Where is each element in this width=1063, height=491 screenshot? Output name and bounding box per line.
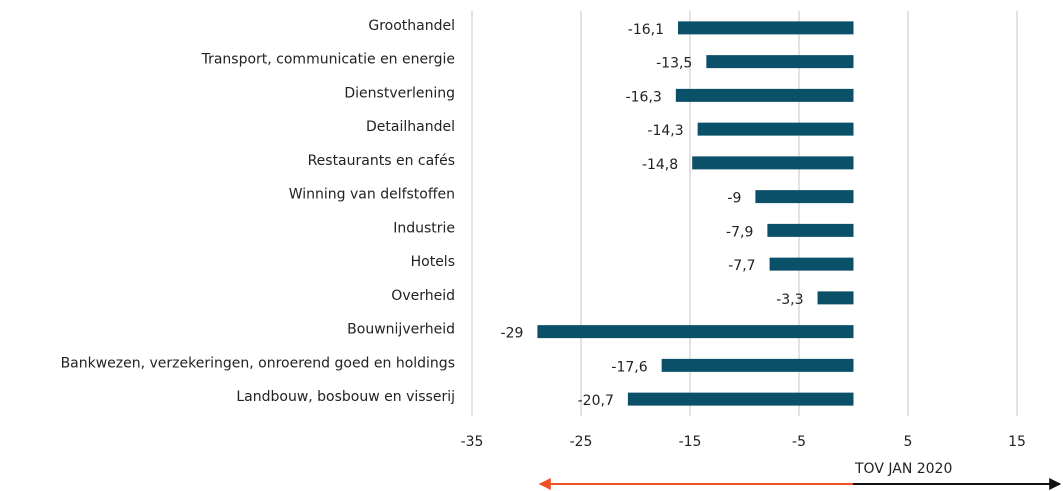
y-tick-label: Transport, communicatie en energie — [201, 52, 455, 68]
bar — [692, 156, 854, 170]
data-label: -14,3 — [647, 123, 683, 139]
bar — [675, 88, 854, 102]
bar — [817, 291, 854, 305]
y-tick-label: Winning van delfstoffen — [289, 187, 455, 203]
y-tick-label: Landbouw, bosbouw en visserij — [236, 389, 455, 405]
x-tick-label: 5 — [904, 434, 913, 450]
data-label: -16,1 — [628, 22, 664, 38]
data-label: -7,9 — [726, 224, 753, 240]
data-label: -3,3 — [776, 292, 803, 308]
bar — [767, 223, 854, 237]
data-label: -14,8 — [642, 157, 678, 173]
x-tick-label: -25 — [570, 434, 593, 450]
y-tick-label: Bouwnijverheid — [347, 322, 455, 338]
bar — [706, 55, 854, 69]
data-label: -9 — [727, 191, 741, 207]
data-label: -13,5 — [656, 56, 692, 72]
annotation: TOV JAN 2020 — [854, 461, 952, 477]
x-tick-label: -15 — [679, 434, 702, 450]
y-tick-label: Dienstverlening — [344, 85, 455, 101]
bar — [661, 358, 854, 372]
y-tick-label: Groothandel — [368, 18, 455, 34]
bar — [769, 257, 854, 271]
bar — [697, 122, 854, 136]
y-tick-label: Restaurants en cafés — [308, 153, 455, 169]
y-tick-label: Overheid — [391, 288, 455, 304]
y-tick-label: Detailhandel — [366, 119, 455, 135]
bar — [537, 325, 854, 339]
y-tick-label: Industrie — [393, 220, 455, 236]
bar — [755, 190, 854, 204]
data-label: -17,6 — [611, 359, 647, 375]
data-label: -7,7 — [728, 258, 755, 274]
x-tick-label: -5 — [792, 434, 806, 450]
data-label: -20,7 — [578, 393, 614, 409]
y-tick-label: Hotels — [411, 254, 455, 270]
data-label: -16,3 — [626, 89, 662, 105]
bar — [678, 21, 854, 35]
x-tick-label: 15 — [1008, 434, 1026, 450]
data-label: -29 — [501, 326, 524, 342]
bar — [627, 392, 854, 406]
x-tick-label: -35 — [461, 434, 484, 450]
y-tick-label: Bankwezen, verzekeringen, onroerend goed… — [61, 355, 455, 371]
